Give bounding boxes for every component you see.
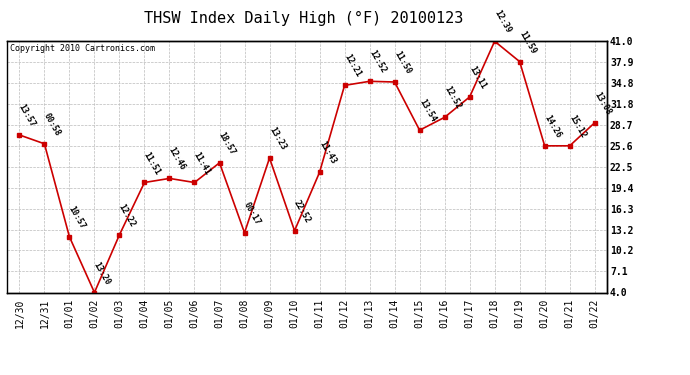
Text: 12:52: 12:52 bbox=[442, 85, 462, 111]
Text: 00:58: 00:58 bbox=[42, 111, 62, 138]
Text: 12:21: 12:21 bbox=[342, 53, 362, 79]
Text: 10:57: 10:57 bbox=[67, 204, 87, 231]
Text: 11:59: 11:59 bbox=[518, 29, 538, 56]
Text: 11:43: 11:43 bbox=[317, 140, 337, 166]
Text: 13:54: 13:54 bbox=[417, 98, 437, 124]
Text: 12:39: 12:39 bbox=[492, 9, 513, 35]
Text: 22:52: 22:52 bbox=[292, 198, 313, 224]
Text: 18:57: 18:57 bbox=[217, 130, 237, 156]
Text: 12:46: 12:46 bbox=[167, 146, 187, 172]
Text: 13:08: 13:08 bbox=[592, 90, 613, 117]
Text: 00:17: 00:17 bbox=[242, 200, 262, 226]
Text: 13:20: 13:20 bbox=[92, 260, 112, 286]
Text: 11:50: 11:50 bbox=[392, 50, 413, 76]
Text: 13:57: 13:57 bbox=[17, 102, 37, 129]
Text: Copyright 2010 Cartronics.com: Copyright 2010 Cartronics.com bbox=[10, 44, 155, 53]
Text: 13:11: 13:11 bbox=[467, 64, 487, 91]
Text: 11:41: 11:41 bbox=[192, 150, 213, 176]
Text: 14:26: 14:26 bbox=[542, 113, 562, 140]
Text: 15:12: 15:12 bbox=[567, 113, 587, 140]
Text: 11:51: 11:51 bbox=[142, 150, 162, 176]
Text: 12:52: 12:52 bbox=[367, 49, 387, 75]
Text: THSW Index Daily High (°F) 20100123: THSW Index Daily High (°F) 20100123 bbox=[144, 11, 463, 26]
Text: 12:22: 12:22 bbox=[117, 202, 137, 228]
Text: 13:23: 13:23 bbox=[267, 126, 287, 152]
